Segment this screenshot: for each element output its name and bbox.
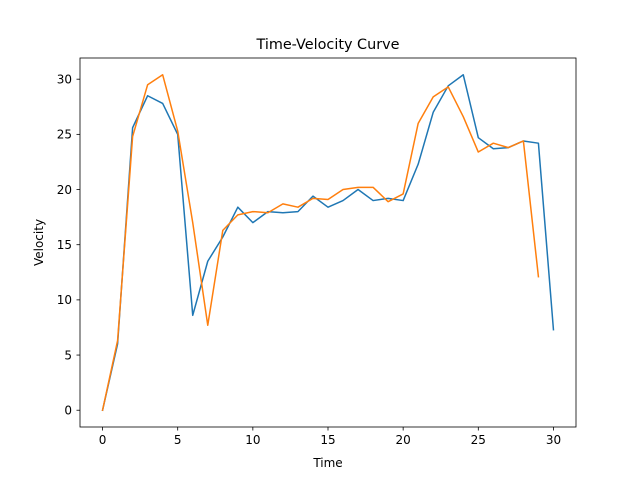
y-tick-label-25: 25	[57, 128, 72, 142]
series-layer	[101, 74, 555, 412]
y-tick-label-15: 15	[57, 238, 72, 252]
y-tick-label-0: 0	[64, 404, 72, 418]
x-tick-label-10: 10	[245, 433, 260, 447]
x-tick-label-20: 20	[396, 433, 411, 447]
chart-title: Time-Velocity Curve	[255, 37, 399, 53]
y-axis: 0 5 10 15 20 25 30	[57, 72, 80, 418]
x-tick-label-0: 0	[99, 433, 107, 447]
x-axis-label: Time	[312, 456, 342, 470]
x-axis: 0 5 10 15 20 25 30	[99, 427, 561, 447]
y-tick-label-20: 20	[57, 183, 72, 197]
x-tick-label-5: 5	[174, 433, 182, 447]
y-tick-label-30: 30	[57, 72, 72, 86]
y-tick-label-5: 5	[64, 348, 72, 362]
x-tick-label-30: 30	[546, 433, 561, 447]
y-tick-label-10: 10	[57, 293, 72, 307]
y-axis-label: Velocity	[32, 219, 46, 266]
series-line-2	[101, 74, 540, 412]
x-tick-label-25: 25	[471, 433, 486, 447]
x-tick-label-15: 15	[320, 433, 335, 447]
